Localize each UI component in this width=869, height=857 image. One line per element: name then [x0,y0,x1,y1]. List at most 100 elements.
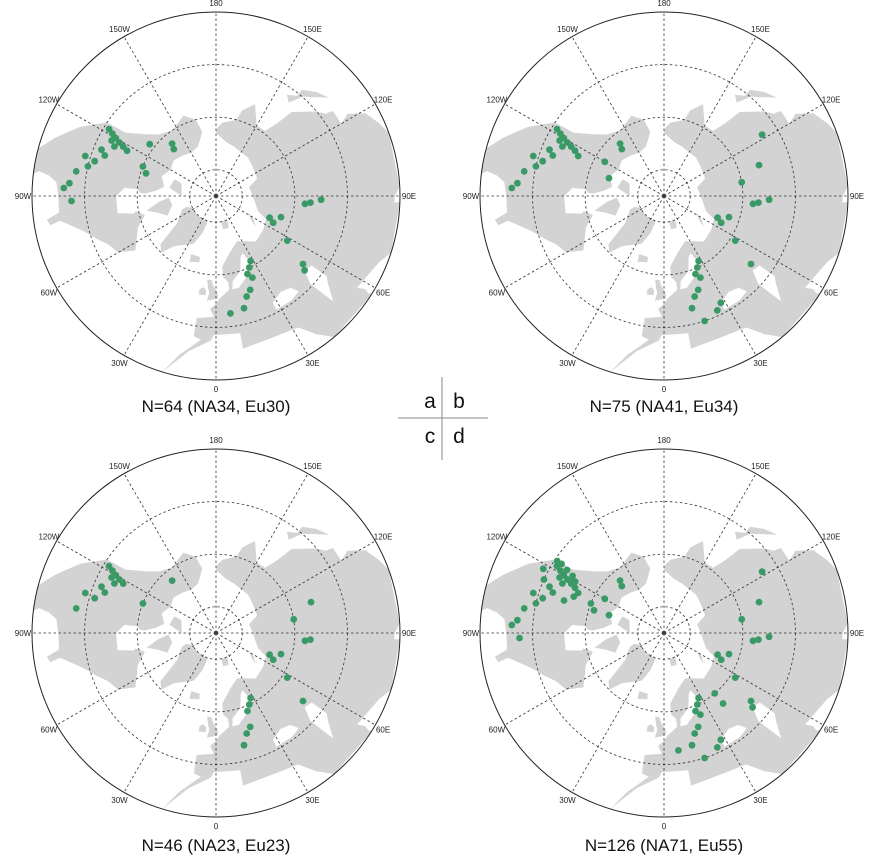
land-shape [206,279,218,301]
meridian-line [504,103,665,197]
site-marker [693,264,701,271]
land-shape [160,643,208,690]
longitude-label: 180 [657,436,671,445]
site-marker [317,196,325,204]
site-marker [618,145,626,153]
site-marker [98,583,105,591]
landmass-layer [481,89,848,372]
longitude-label: 120E [374,533,393,542]
longitude-label: 90W [15,192,32,201]
meridian-line [215,632,309,793]
longitude-label: 0 [662,822,667,831]
longitude-label: 90E [402,629,416,638]
meridian-line [504,540,665,634]
site-marker [299,697,307,705]
site-marker [532,600,540,607]
site-marker [81,152,89,160]
panel-d: 180 150E 120E 90E 60E 30E 0 30W 60W 90W 120W 150W [463,436,864,831]
longitude-label: 60E [824,289,838,298]
water-shape [720,724,747,747]
site-marker [713,307,721,314]
site-marker [539,565,547,573]
site-marker [266,651,273,659]
land-shape [734,89,778,103]
longitude-label: 30E [753,359,767,368]
site-markers [508,557,773,762]
site-marker [713,744,721,751]
land-shape [334,293,372,337]
site-marker [571,584,579,592]
site-marker [247,694,255,702]
longitude-label: 30W [111,796,128,805]
longitude-label: 0 [214,385,219,394]
water-shape [272,287,299,310]
land-shape [162,104,400,372]
meridian-line [663,632,757,793]
meridian-line [571,632,665,793]
land-shape [782,293,820,337]
longitude-label: 150E [751,462,770,471]
longitude-label: 120W [38,533,59,542]
land-shape [594,197,621,216]
longitude-label: 120W [38,96,59,105]
land-shape [637,254,648,263]
water-shape [720,287,747,310]
land-shape [610,541,848,809]
site-marker [529,589,537,597]
land-shape [286,89,330,103]
meridian-line [504,195,665,289]
site-marker [168,140,176,148]
site-marker [269,219,277,227]
longitude-label: 90W [15,629,32,638]
site-marker [549,152,557,159]
site-marker [605,174,613,182]
meridian-line [56,195,217,289]
site-marker [247,257,255,265]
land-shape [189,254,200,263]
site-marker [714,651,721,659]
site-markers [508,125,773,325]
site-marker [695,257,702,265]
longitude-label: 180 [657,0,671,8]
land-shape [286,526,330,540]
site-marker [240,304,248,312]
meridian-line [663,632,824,726]
landmass-layer [33,526,400,809]
longitude-label: 30W [111,359,128,368]
site-marker [243,730,251,737]
letter-c: c [425,425,436,448]
site-marker [560,597,568,604]
site-marker [697,274,704,281]
longitude-label: 60W [489,726,506,735]
longitude-label: 120W [486,96,507,105]
site-marker [758,568,766,576]
site-marker [717,656,725,664]
land-shape [594,634,621,653]
latitude-circle [584,116,744,276]
site-marker [540,576,548,583]
water-shape [304,702,334,739]
land-shape [617,616,630,633]
meridian-line [663,195,824,289]
longitude-label: 150W [557,462,578,471]
site-marker [697,711,704,718]
site-marker [616,577,624,584]
site-marker [675,747,682,754]
site-marker [717,736,725,744]
site-marker [123,147,131,155]
site-marker [244,270,251,278]
site-marker [559,580,566,587]
longitude-label: 30W [559,796,576,805]
site-marker [691,293,699,300]
site-marker [618,582,626,590]
panel-c: 180 150E 120E 90E 60E 30E 0 30W 60W 90W 120W 150W [15,436,416,831]
longitude-label: 120E [822,533,841,542]
site-marker [601,595,609,603]
panel-a: 180 150E 120E 90E 60E 30E 0 30W 60W 90W 120W 150W [15,0,416,394]
meridian-line [663,473,757,634]
land-shape [146,197,173,216]
meridian-line [215,103,376,197]
land-shape [646,287,655,296]
land-shape [831,639,848,690]
land-shape [160,206,208,253]
